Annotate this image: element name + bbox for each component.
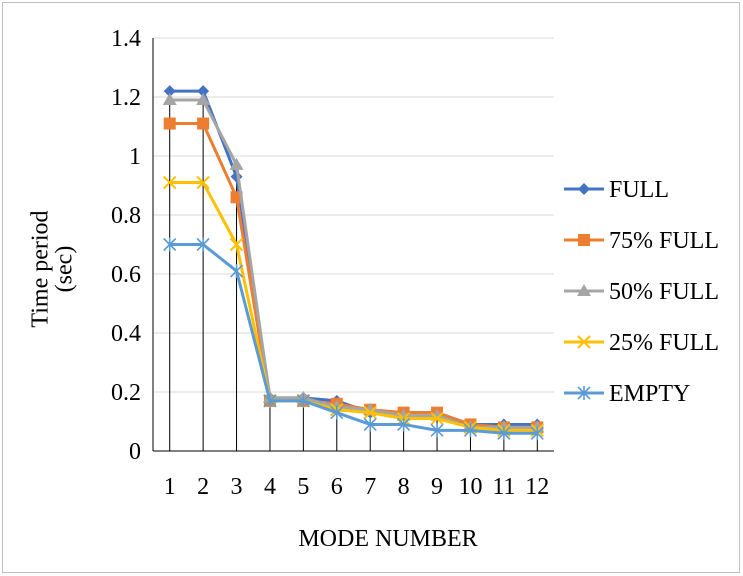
data-point-x — [163, 175, 177, 190]
legend: FULL 75% FULL 50% FULL 25% FULL EMPTY — [564, 177, 719, 407]
series-75-full — [163, 117, 544, 434]
y-tick-label: 0.8 — [111, 203, 141, 229]
data-point-triangle — [162, 92, 177, 105]
y-axis-title-line-1: Time period — [28, 210, 54, 327]
y-axis-title: Time period(sec) — [28, 210, 78, 327]
x-tick-label: 2 — [197, 474, 209, 500]
data-point-square — [197, 117, 210, 130]
y-axis-title-line-2: (sec) — [52, 246, 78, 293]
x-axis-title: MODE NUMBER — [298, 526, 477, 552]
x-tick-label: 12 — [525, 474, 549, 500]
data-point-triangle — [196, 92, 211, 105]
x-tick-label: 1 — [164, 474, 176, 500]
data-point-star — [296, 393, 310, 408]
data-point-star — [363, 417, 377, 432]
x-tick-label: 11 — [492, 474, 515, 500]
data-point-diamond — [578, 183, 590, 195]
x-tick-label: 9 — [431, 474, 443, 500]
legend-item: 75% FULL — [564, 228, 719, 254]
series-line — [169, 181, 538, 432]
data-point-diamond — [163, 85, 176, 98]
axes — [152, 38, 554, 452]
data-point-square — [163, 117, 176, 130]
data-point-star — [463, 423, 478, 438]
data-point-x — [229, 237, 244, 252]
data-point-star — [330, 405, 344, 420]
data-point-square — [578, 234, 590, 246]
data-point-star — [263, 393, 277, 408]
y-tick-label: 0.4 — [111, 321, 141, 347]
series-25-full — [163, 175, 544, 438]
data-point-star — [497, 426, 511, 441]
series-50-full — [162, 92, 545, 433]
data-point-star — [430, 423, 444, 438]
data-point-x — [430, 411, 444, 426]
y-tick-label: 0 — [129, 439, 141, 465]
data-point-diamond — [197, 85, 210, 98]
series-line — [169, 122, 538, 429]
y-tick-labels: 0 0.2 0.4 0.6 0.8 1 1.2 1.4 — [111, 26, 141, 465]
data-point-star — [530, 426, 544, 441]
legend-label: FULL — [609, 177, 669, 203]
legend-item: FULL — [564, 177, 669, 203]
data-point-star — [163, 237, 177, 252]
y-tick-label: 1 — [129, 144, 141, 170]
legend-item: 50% FULL — [564, 279, 719, 305]
data-point-star — [229, 264, 244, 279]
series-group — [162, 85, 545, 441]
x-tick-label: 8 — [398, 474, 410, 500]
data-point-x — [196, 175, 210, 190]
data-point-star — [196, 237, 210, 252]
x-tick-label: 5 — [297, 474, 309, 500]
y-tick-label: 1.4 — [111, 26, 141, 52]
x-tick-label: 10 — [458, 474, 482, 500]
data-point-star — [577, 386, 591, 400]
grid-lines — [153, 37, 554, 452]
series-line — [169, 243, 538, 435]
y-tick-label: 0.2 — [111, 380, 141, 406]
x-tick-labels: 1 2 3 4 5 6 7 8 9 10 11 12 — [164, 474, 550, 500]
y-tick-label: 0.6 — [111, 262, 141, 288]
series-empty — [163, 237, 544, 441]
x-tick-label: 6 — [331, 474, 343, 500]
x-tick-label: 4 — [264, 474, 276, 500]
data-point-triangle — [229, 157, 244, 170]
legend-label: 25% FULL — [609, 330, 719, 356]
legend-label: EMPTY — [609, 381, 690, 407]
data-point-x — [363, 405, 377, 420]
legend-label: 75% FULL — [609, 228, 719, 254]
legend-item: EMPTY — [564, 381, 690, 407]
data-point-triangle — [577, 284, 591, 296]
legend-label: 50% FULL — [609, 279, 719, 305]
x-tick-label: 3 — [231, 474, 243, 500]
data-point-x — [577, 335, 591, 349]
data-point-star — [397, 417, 411, 432]
legend-item: 25% FULL — [564, 330, 719, 356]
x-tick-label: 7 — [364, 474, 376, 500]
y-tick-label: 1.2 — [111, 85, 141, 111]
